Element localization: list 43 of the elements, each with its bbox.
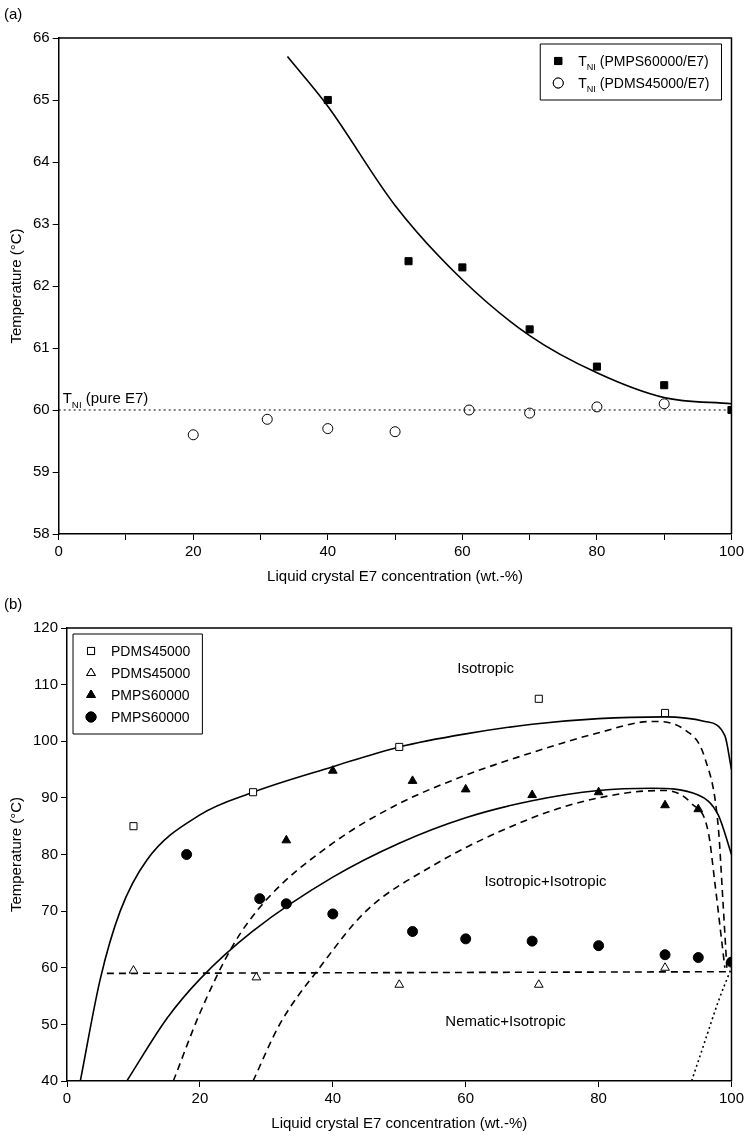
chart-title: (b) (4, 595, 23, 613)
y-tick-label: 61 (33, 338, 50, 356)
legend-label: PMPS60000 (111, 709, 190, 725)
x-axis-title: Liquid crystal E7 concentration (wt.-%) (267, 567, 524, 585)
y-tick-label: 64 (33, 152, 50, 170)
y-tick-label: 120 (33, 618, 59, 636)
x-tick-label: 100 (718, 1089, 744, 1107)
y-tick-label: 80 (41, 844, 59, 862)
legend-label: PDMS45000 (111, 665, 191, 681)
x-tick-label: 20 (191, 1089, 209, 1107)
y-axis-title: Temperature (°C) (7, 796, 25, 913)
chart-title: (a) (4, 5, 23, 23)
y-tick-label: 65 (33, 90, 50, 108)
x-tick-label: 100 (718, 542, 744, 560)
y-tick-label: 50 (41, 1014, 59, 1032)
y-tick-label: 60 (41, 957, 59, 975)
y-tick-label: 60 (33, 400, 50, 418)
y-tick-label: 40 (41, 1071, 59, 1089)
y-tick-label: 70 (41, 901, 59, 919)
legend-label: PMPS60000 (111, 687, 190, 703)
y-tick-label: 90 (41, 788, 59, 806)
x-tick-label: 0 (54, 542, 63, 560)
x-tick-label: 20 (184, 542, 202, 560)
x-tick-label: 60 (457, 1089, 475, 1107)
x-tick-label: 40 (324, 1089, 342, 1107)
y-tick-label: 63 (33, 214, 50, 232)
x-tick-label: 40 (319, 542, 337, 560)
x-tick-label: 80 (590, 1089, 607, 1107)
x-tick-label: 60 (454, 542, 471, 560)
y-tick-label: 110 (34, 674, 59, 692)
y-tick-label: 62 (33, 276, 50, 294)
y-tick-label: 66 (33, 28, 50, 46)
x-tick-label: 80 (588, 542, 606, 560)
y-axis-title: Temperature (°C) (7, 228, 25, 344)
y-tick-label: 58 (33, 524, 50, 542)
legend-label: PDMS45000 (111, 643, 191, 659)
annotation: Nematic+Isotropic (445, 1012, 567, 1030)
annotation: Isotropic (457, 658, 515, 676)
x-tick-label: 0 (62, 1089, 72, 1107)
annotation: Isotropic+Isotropic (484, 871, 608, 889)
y-tick-label: 59 (33, 462, 50, 480)
x-axis-title: Liquid crystal E7 concentration (wt.-%) (271, 1114, 528, 1132)
y-tick-label: 100 (33, 731, 59, 749)
